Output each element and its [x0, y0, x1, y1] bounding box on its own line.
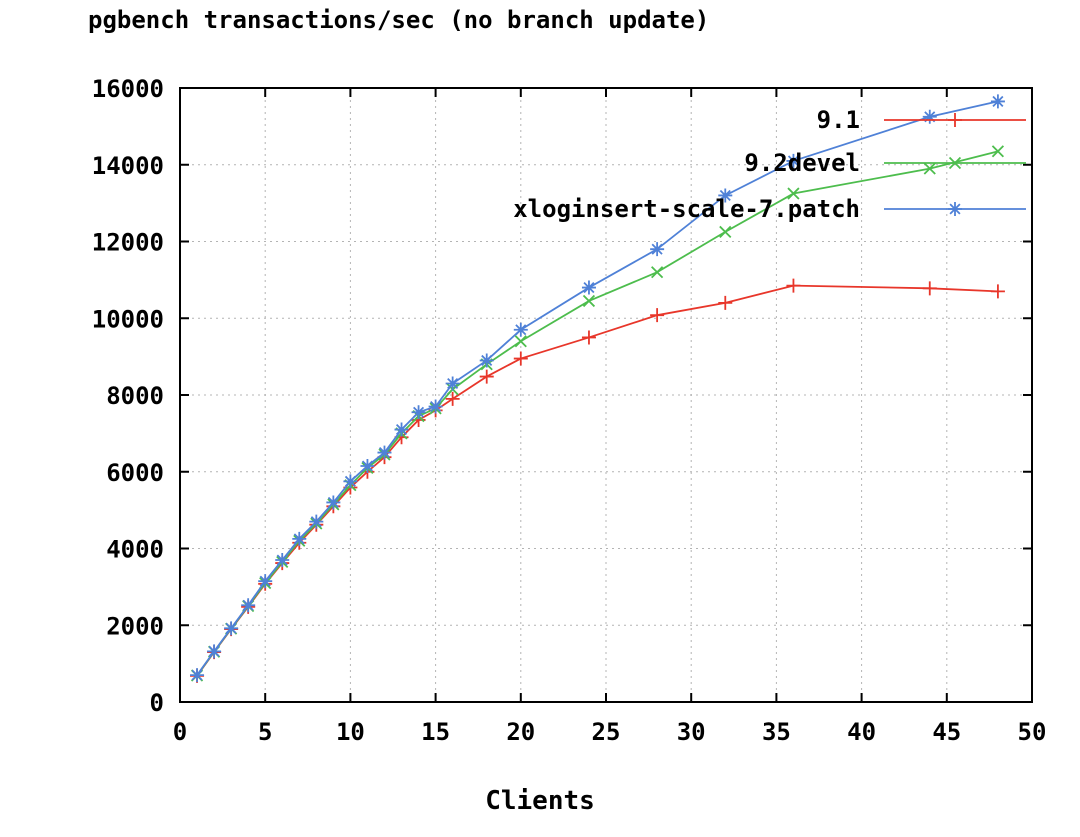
plot-border [179, 87, 1033, 703]
legend-item-9.2devel: 9.2devel [744, 149, 1026, 177]
legend-marker [948, 113, 962, 127]
axes: 0 5 10 15 20 25 30 35 40 45 50 0 2000 4000 6000 8000 100… [92, 75, 1047, 746]
legend-item-xloginsert-scale-7.patch: xloginsert-scale-7.patch [513, 195, 1026, 223]
y-tick-label: 2000 [106, 612, 164, 640]
series-xloginsert-scale-7.patch [190, 94, 1005, 683]
x-tick-label: 0 [173, 718, 187, 746]
x-tick-label: 35 [762, 718, 791, 746]
series-9.2devel [190, 145, 1005, 682]
x-tick-label: 25 [592, 718, 621, 746]
y-tick-label: 0 [150, 689, 164, 717]
x-tick-label: 45 [932, 718, 961, 746]
x-tick-label: 15 [421, 718, 450, 746]
x-tick-label: 30 [677, 718, 706, 746]
x-tick-label: 40 [847, 718, 876, 746]
legend-marker [948, 156, 962, 170]
y-tick-label: 14000 [92, 152, 164, 180]
x-tick-label: 10 [336, 718, 365, 746]
y-tick-label: 16000 [92, 75, 164, 103]
x-tick-label: 20 [506, 718, 535, 746]
y-tick-label: 12000 [92, 229, 164, 257]
series-line [196, 100, 999, 676]
legend-marker [948, 202, 962, 216]
y-tick-label: 4000 [106, 536, 164, 564]
legend-label: 9.2devel [744, 149, 860, 177]
series-9.1 [190, 278, 1005, 683]
y-tick-label: 10000 [92, 305, 164, 333]
legend-item-9.1: 9.1 [817, 106, 1026, 134]
chart-title: pgbench transactions/sec (no branch upda… [88, 6, 710, 34]
x-tick-label: 5 [258, 718, 272, 746]
legend-label: xloginsert-scale-7.patch [513, 195, 860, 223]
series-markers [190, 94, 1005, 683]
y-tick-label: 8000 [106, 382, 164, 410]
y-tick-label: 6000 [106, 459, 164, 487]
series-line [196, 150, 999, 677]
legend-label: 9.1 [817, 106, 860, 134]
series-line [196, 284, 998, 677]
series-markers [190, 145, 1005, 682]
x-axis-label: Clients [485, 786, 595, 816]
grid-lines [180, 88, 1032, 702]
legend: 9.1 9.2devel xloginsert-scale-7.patch [513, 106, 1026, 223]
x-tick-label: 50 [1018, 718, 1047, 746]
series-markers [190, 278, 1005, 683]
